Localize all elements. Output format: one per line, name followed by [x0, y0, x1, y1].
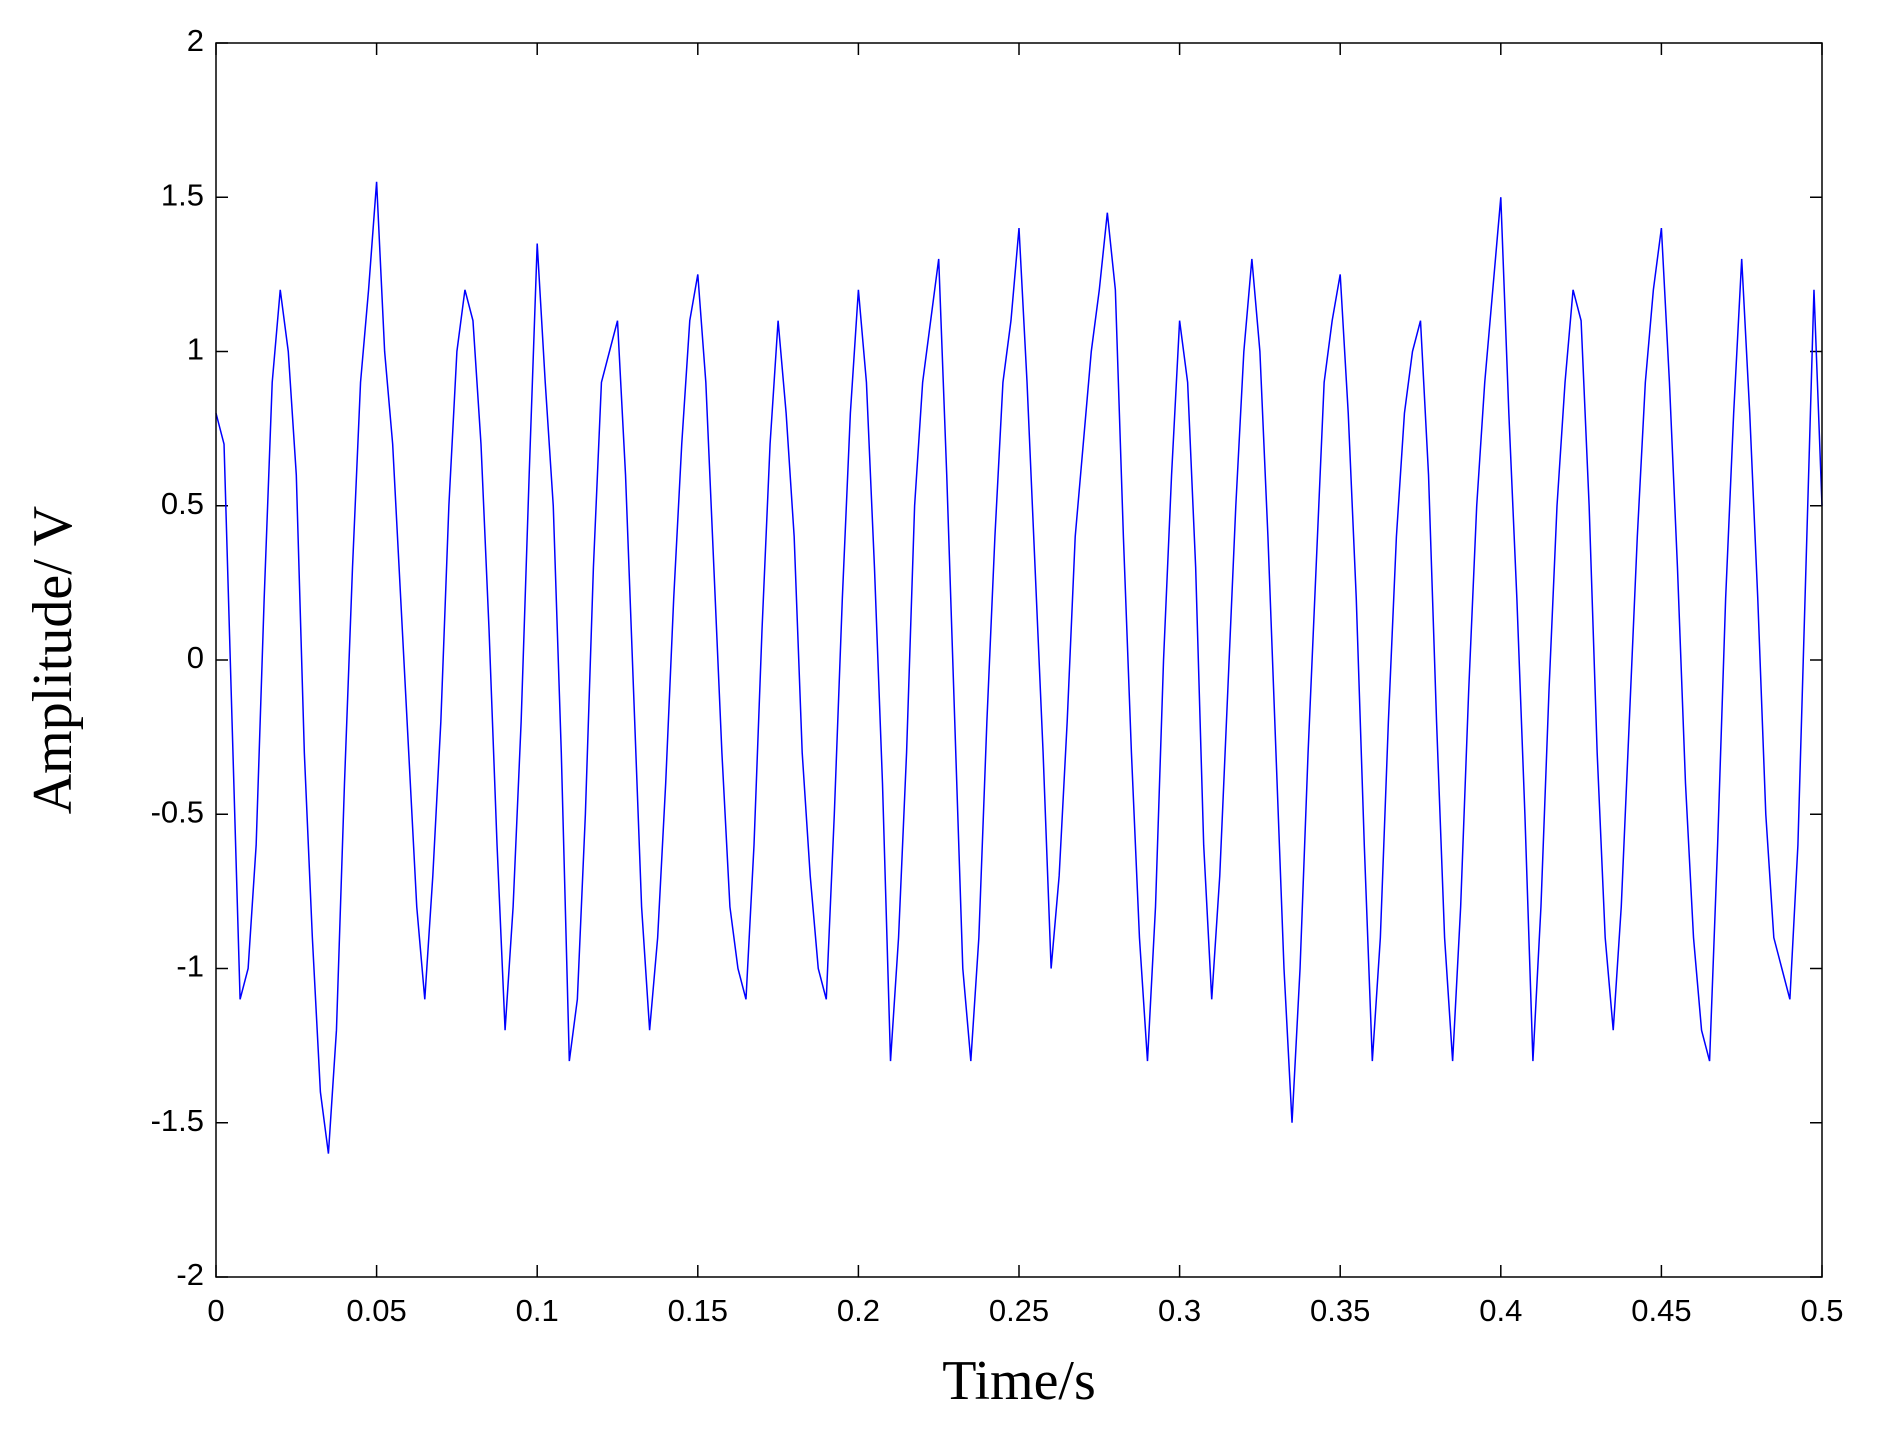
x-tick-label: 0 [207, 1293, 224, 1328]
plot-area [216, 43, 1822, 1277]
x-tick-label: 0.25 [989, 1293, 1049, 1328]
x-tick-label: 0.4 [1479, 1293, 1522, 1328]
x-tick-label: 0.35 [1310, 1293, 1370, 1328]
axes-box [215, 42, 1823, 1278]
x-tick-label: 0.05 [346, 1293, 406, 1328]
y-tick-label: 0.5 [161, 486, 204, 521]
x-axis-title: Time/s [942, 1350, 1096, 1412]
y-tick-label: 1.5 [161, 177, 204, 212]
y-tick-label: -1 [176, 949, 204, 984]
x-tick-label: 0.2 [837, 1293, 880, 1328]
x-tick-label: 0.15 [668, 1293, 728, 1328]
y-tick-label: -1.5 [151, 1103, 204, 1138]
y-tick-label: 0 [187, 640, 204, 675]
x-tick-label: 0.5 [1800, 1293, 1843, 1328]
x-tick-label: 0.1 [516, 1293, 559, 1328]
x-tick-label: 0.3 [1158, 1293, 1201, 1328]
signal-line [215, 181, 1823, 1154]
y-tick-label: -2 [176, 1257, 204, 1292]
y-axis-title: Amplitude/ V [22, 506, 84, 815]
y-tick-label: 1 [187, 332, 204, 367]
x-tick-label: 0.45 [1631, 1293, 1691, 1328]
y-tick-label: 2 [187, 23, 204, 58]
y-tick-label: -0.5 [151, 794, 204, 829]
